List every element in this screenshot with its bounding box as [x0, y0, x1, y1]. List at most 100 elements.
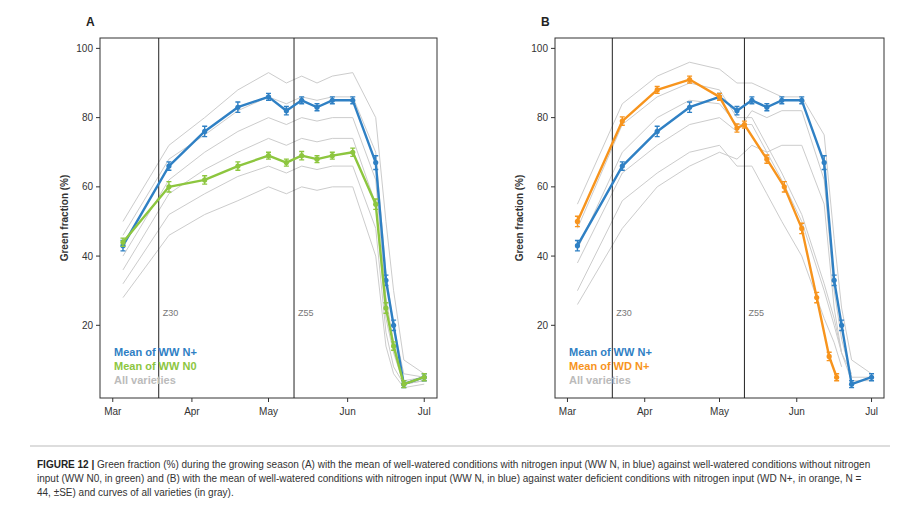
error-bar	[299, 152, 304, 160]
error-bar	[764, 104, 769, 111]
error-bar	[849, 381, 854, 388]
y-tick-label: 60	[537, 181, 549, 192]
stage-label: Z30	[616, 308, 632, 318]
label-patch	[297, 307, 315, 319]
mean-point	[575, 243, 580, 248]
x-tick-label: Apr	[184, 406, 200, 417]
error-bar	[266, 152, 271, 159]
error-bar	[822, 156, 827, 170]
error-bar	[284, 159, 289, 166]
x-tick-label: May	[259, 406, 278, 417]
error-bar	[299, 97, 304, 104]
error-bar	[401, 381, 406, 388]
error-bar	[620, 162, 625, 170]
mean-point	[764, 157, 769, 162]
x-tick-label: Jul	[418, 406, 431, 417]
plot-area	[575, 38, 874, 398]
mean-point	[401, 382, 406, 387]
mean-line	[577, 97, 871, 384]
mean-point	[401, 382, 406, 387]
error-bar	[575, 241, 580, 251]
error-bar	[734, 107, 739, 115]
caption-text: Green fraction (%) during the growing se…	[37, 459, 870, 498]
plot-area	[120, 38, 426, 398]
y-axis-title: Green fraction (%)	[59, 175, 70, 262]
mean-point	[717, 94, 722, 99]
plot-frame	[555, 38, 884, 398]
error-bar	[373, 156, 378, 170]
stage-label: Z30	[163, 308, 179, 318]
error-bar	[749, 97, 754, 104]
error-bar	[782, 182, 787, 192]
y-tick	[96, 325, 100, 326]
y-tick	[96, 186, 100, 187]
stage-line	[612, 38, 613, 398]
x-tick	[424, 398, 425, 402]
error-bar	[834, 374, 839, 381]
error-bar	[742, 121, 747, 128]
y-tick-label: 40	[537, 251, 549, 262]
mean-point	[330, 153, 335, 158]
mean-point	[422, 375, 427, 380]
mean-point	[284, 160, 289, 165]
error-bar	[315, 156, 320, 163]
legend-entry: Mean of WD N+	[569, 360, 649, 372]
x-tick	[719, 398, 720, 402]
error-bar	[717, 93, 722, 100]
mean-point	[849, 382, 854, 387]
stage-line	[744, 38, 745, 398]
error-bar	[202, 126, 207, 136]
error-bar	[687, 76, 692, 83]
mean-point	[373, 160, 378, 165]
error-bar	[620, 117, 625, 125]
mean-point	[779, 98, 784, 103]
error-bar	[266, 93, 271, 100]
x-tick-label: May	[710, 406, 729, 417]
mean-point	[166, 184, 171, 189]
mean-point	[166, 163, 171, 168]
mean-point	[687, 105, 692, 110]
mean-point	[834, 375, 839, 380]
mean-point	[284, 108, 289, 113]
y-tick-label: 80	[82, 112, 94, 123]
mean-point	[655, 87, 660, 92]
mean-point	[314, 157, 319, 162]
x-tick-label: Apr	[637, 406, 653, 417]
y-axis-title: Green fraction (%)	[514, 175, 525, 262]
error-bar	[383, 303, 388, 313]
error-bar	[391, 320, 396, 330]
mean-point	[799, 98, 804, 103]
y-tick	[96, 256, 100, 257]
legend-entry: All varieties	[114, 374, 176, 386]
error-bar	[655, 86, 660, 93]
error-bar	[315, 104, 320, 111]
stage-line	[294, 38, 295, 398]
error-bar	[422, 374, 427, 381]
error-bar	[869, 374, 874, 381]
error-bar	[814, 292, 819, 302]
y-tick	[96, 48, 100, 49]
error-bar	[166, 182, 171, 192]
error-bar	[799, 223, 804, 233]
mean-point	[620, 118, 625, 123]
x-tick-label: Jun	[789, 406, 805, 417]
mean-point	[330, 98, 335, 103]
error-bar	[827, 352, 832, 360]
mean-point	[734, 108, 739, 113]
error-bar	[350, 97, 355, 104]
mean-line	[123, 97, 424, 384]
mean-point	[235, 163, 240, 168]
mean-point	[717, 94, 722, 99]
error-bar	[422, 374, 427, 381]
x-tick	[268, 398, 269, 402]
mean-point	[350, 150, 355, 155]
mean-point	[350, 98, 355, 103]
mean-point	[620, 163, 625, 168]
mean-point	[687, 77, 692, 82]
x-tick	[871, 398, 872, 402]
x-tick	[796, 398, 797, 402]
mean-point	[832, 278, 837, 283]
error-bar	[839, 320, 844, 330]
stage-label: Z55	[748, 308, 764, 318]
error-bar	[235, 162, 240, 170]
